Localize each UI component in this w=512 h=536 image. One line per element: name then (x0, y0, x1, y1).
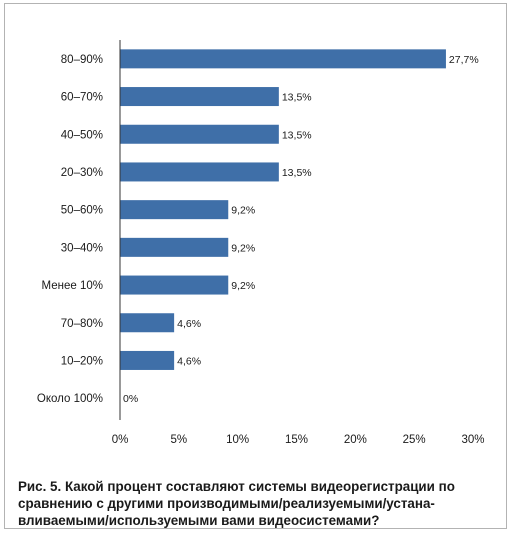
data-label: 13,5% (282, 167, 312, 179)
data-label: 0% (123, 393, 138, 405)
bar (120, 87, 279, 107)
data-label: 13,5% (282, 129, 312, 141)
data-label: 9,2% (231, 205, 255, 217)
data-label: 4,6% (177, 355, 201, 367)
bar (120, 313, 175, 333)
x-tick-label: 15% (285, 434, 308, 446)
bar (120, 237, 229, 257)
data-label: 27,7% (449, 54, 479, 66)
bar (120, 200, 229, 220)
x-tick-label: 25% (403, 434, 426, 446)
category-label: 80–90% (61, 54, 103, 66)
bar (120, 162, 279, 182)
x-tick-label: 5% (171, 434, 188, 446)
data-label: 9,2% (231, 280, 255, 292)
category-label: 30–40% (61, 242, 103, 254)
category-label: 70–80% (61, 318, 103, 330)
category-label: 60–70% (61, 92, 103, 104)
data-label: 13,5% (282, 92, 312, 104)
x-tick-label: 0% (112, 434, 129, 446)
category-label: 40–50% (61, 129, 103, 141)
category-label: 10–20% (61, 355, 103, 367)
x-tick-label: 30% (461, 434, 484, 446)
figure-caption: Рис. 5. Какой процент составляют системы… (18, 479, 455, 528)
x-tick-label: 20% (344, 434, 367, 446)
bar (120, 350, 175, 370)
data-label: 4,6% (177, 318, 201, 330)
bar (120, 275, 229, 295)
x-tick-label: 10% (226, 434, 249, 446)
category-label: Менее 10% (42, 280, 103, 292)
category-label: 50–60% (61, 205, 103, 217)
category-label: 20–30% (61, 167, 103, 179)
bar (120, 124, 279, 144)
data-label: 9,2% (231, 242, 255, 254)
bar-chart: 80–90% 27,7% 60–70% 13,5% 40–50% 13,5% 20–30% 1… (37, 40, 485, 446)
category-label: Около 100% (37, 393, 103, 405)
bar (120, 49, 446, 69)
